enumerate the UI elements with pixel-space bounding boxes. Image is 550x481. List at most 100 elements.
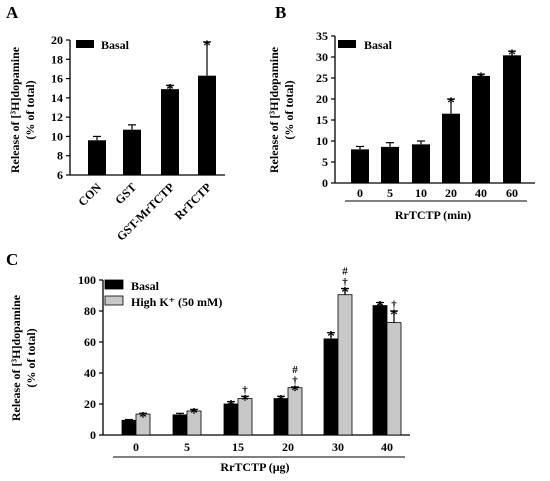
- panel-b-legend-swatch: [338, 40, 356, 48]
- panel-b-ylabel-line2: (% of total): [282, 80, 296, 139]
- panel-b-ytick-label: 30: [316, 50, 328, 64]
- panel-a-letter: A: [6, 3, 19, 22]
- panel-a-ytick-label: 8: [57, 149, 63, 163]
- panel-c-significance-marker: †: [342, 277, 348, 289]
- panel-c-letter: C: [6, 250, 18, 269]
- panel-c-ylabel-line1: Release of [³H]dopamine: [9, 294, 23, 421]
- panel-c-significance-marker: #: [342, 266, 348, 278]
- panel-a-ytick-label: 18: [51, 52, 63, 66]
- panel-b-ytick-label: 25: [316, 71, 328, 85]
- panel-c-significance-marker: *: [241, 392, 249, 408]
- panel-c-xlabel: RrTCTP (μg): [220, 460, 289, 474]
- panel-a-ylabel: Release of [³H]dopamine (% of total): [8, 46, 37, 173]
- panel-c-ylabel-line2: (% of total): [24, 328, 38, 387]
- panel-c-bar: [323, 338, 339, 436]
- panel-b-ytick-label: 20: [316, 92, 328, 106]
- panel-c-legend-swatch-highk: [104, 295, 124, 306]
- panel-b: B Release of [³H]dopamine (% of total) B…: [267, 3, 535, 222]
- panel-c-ytick-label: 100: [78, 273, 96, 287]
- panel-c-significance-marker: †: [292, 375, 298, 387]
- panel-a-xtick-label: CON: [75, 180, 104, 209]
- panel-c-significance-marker: *: [277, 392, 285, 408]
- panel-a-ytick-label: 14: [51, 91, 63, 105]
- panel-b-ytick-label: 5: [322, 155, 328, 169]
- panel-b-bar: [472, 75, 490, 183]
- panel-b-marks: 0 5 10 15 20 25 30 35 0 5 10 20 40 60 * * *: [316, 29, 521, 200]
- panel-b-ytick-label: 15: [316, 113, 328, 127]
- panel-c-xtick-label: 20: [282, 440, 294, 454]
- panel-b-ytick-label: 0: [322, 176, 328, 190]
- panel-b-bar: [503, 55, 521, 183]
- panel-b-xtick-label: 0: [357, 186, 363, 200]
- panel-c-significance-marker: *: [376, 298, 384, 314]
- panel-c-ylabel: Release of [³H]dopamine (% of total): [9, 294, 38, 421]
- panel-b-significance-marker: *: [477, 70, 485, 86]
- panel-c-bar: [172, 414, 188, 436]
- panel-c-ytick-label: 0: [90, 428, 96, 442]
- panel-c-significance-marker: *: [390, 307, 398, 323]
- panel-c-xtick-label: 30: [332, 440, 344, 454]
- panel-c-ytick-label: 20: [84, 397, 96, 411]
- panel-c-significance-marker: *: [327, 329, 335, 345]
- panel-c-ytick-label: 40: [84, 366, 96, 380]
- panel-c-bar: [386, 322, 402, 436]
- panel-a: A Release of [³H]dopamine (% of total) B…: [6, 3, 225, 244]
- panel-a-ytick-label: 10: [51, 129, 63, 143]
- panel-b-bar: [412, 144, 430, 183]
- panel-b-bar: [351, 149, 369, 183]
- panel-c-legend-label-highk: High K⁺ (50 mM): [131, 295, 222, 309]
- panel-b-significance-marker: *: [508, 47, 516, 63]
- panel-b-ylabel: Release of [³H]dopamine (% of total): [267, 46, 296, 173]
- panel-c-significance-marker: #: [292, 364, 298, 376]
- panel-b-legend-label: Basal: [364, 38, 393, 52]
- panel-b-bar: [442, 113, 460, 183]
- panel-c-bar: [121, 419, 137, 436]
- panel-c-xtick-label: 5: [184, 440, 190, 454]
- panel-a-bar: [123, 129, 141, 175]
- panel-a-ylabel-line1: Release of [³H]dopamine: [8, 46, 22, 173]
- panel-c-significance-marker: *: [139, 409, 147, 425]
- panel-c-bar: [372, 305, 388, 436]
- panel-b-ylabel-line1: Release of [³H]dopamine: [267, 46, 281, 173]
- panel-c-significance-marker: *: [190, 405, 198, 421]
- panel-a-legend-label: Basal: [101, 38, 130, 52]
- panel-c-ytick-label: 60: [84, 335, 96, 349]
- panel-b-xtick-label: 20: [445, 186, 457, 200]
- panel-c-significance-marker: †: [242, 384, 248, 396]
- panel-a-significance-marker: *: [166, 81, 174, 97]
- panel-a-bar: [198, 75, 216, 175]
- panel-b-xlabel: RrTCTP (min): [395, 208, 471, 222]
- panel-a-significance-marker: *: [203, 38, 211, 54]
- panel-b-ytick-label: 35: [316, 29, 328, 43]
- panel-b-ytick-label: 10: [316, 134, 328, 148]
- panel-a-ytick-label: 16: [51, 72, 63, 86]
- panel-b-xtick-label: 60: [506, 186, 518, 200]
- panel-a-bar: [88, 140, 106, 175]
- panel-b-xtick-label: 40: [475, 186, 487, 200]
- panel-a-bar: [161, 89, 179, 175]
- panel-a-xtick-label: GST: [112, 180, 139, 207]
- panel-a-xtick-label: RrTCTP: [172, 180, 214, 222]
- panel-b-bar: [381, 146, 399, 183]
- panel-c: C Release of [³H]dopamine (% of total) B…: [6, 250, 410, 474]
- panel-a-ylabel-line2: (% of total): [23, 80, 37, 139]
- panel-a-ytick-label: 20: [51, 33, 63, 47]
- panel-a-ytick-label: 6: [57, 168, 63, 182]
- panel-c-legend-label-basal: Basal: [131, 279, 160, 293]
- panel-b-letter: B: [275, 3, 286, 22]
- panel-c-ytick-label: 80: [84, 304, 96, 318]
- panel-c-significance-marker: *: [227, 398, 235, 414]
- panel-c-legend-swatch-basal: [104, 279, 124, 290]
- panel-c-significance-marker: †: [391, 299, 397, 311]
- panel-c-xtick-label: 40: [381, 440, 393, 454]
- panel-c-significance-marker: *: [291, 383, 299, 399]
- panel-b-xtick-label: 5: [387, 186, 393, 200]
- panel-c-xtick-label: 0: [133, 440, 139, 454]
- panel-c-xtick-label: 15: [232, 440, 244, 454]
- panel-c-bar: [337, 294, 353, 436]
- panel-a-ytick-label: 12: [51, 110, 63, 124]
- panel-c-significance-marker: *: [341, 285, 349, 301]
